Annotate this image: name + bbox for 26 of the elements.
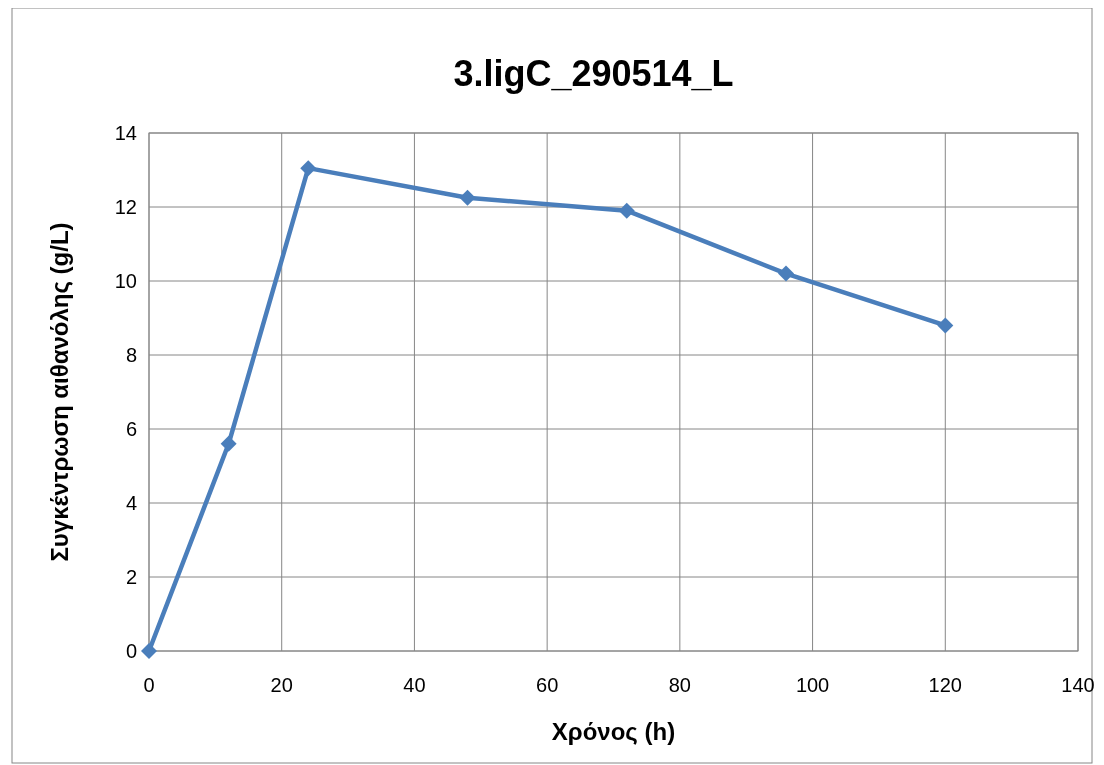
chart-title: 3.ligC_290514_L — [453, 53, 734, 94]
y-tick-label: 14 — [114, 122, 137, 144]
point — [220, 435, 237, 452]
y-tick-label: 4 — [125, 492, 137, 514]
x-tick-label: 80 — [668, 674, 691, 696]
x-tick-label: 20 — [270, 674, 293, 696]
y-axis-title: Συγκέντρωση αιθανόλης (g/L) — [46, 222, 73, 562]
point — [618, 202, 635, 219]
y-tick-label: 0 — [125, 640, 137, 662]
x-tick-label: 60 — [536, 674, 559, 696]
x-tick-label: 100 — [795, 674, 830, 696]
x-tick-label: 120 — [928, 674, 962, 696]
y-tick-label: 2 — [125, 566, 137, 588]
y-tick-label: 6 — [125, 418, 137, 440]
y-tick-label: 10 — [114, 270, 137, 292]
point — [937, 317, 954, 334]
point — [300, 160, 317, 177]
y-tick-label: 12 — [114, 196, 137, 218]
point — [778, 265, 795, 282]
y-tick-label: 8 — [125, 344, 137, 366]
x-tick-label: 40 — [403, 674, 426, 696]
point — [141, 643, 157, 659]
x-tick-label: 140 — [1061, 674, 1095, 696]
x-tick-label: 0 — [143, 674, 155, 696]
x-axis-title: Χρόνος (h) — [551, 718, 676, 745]
point — [459, 189, 476, 206]
